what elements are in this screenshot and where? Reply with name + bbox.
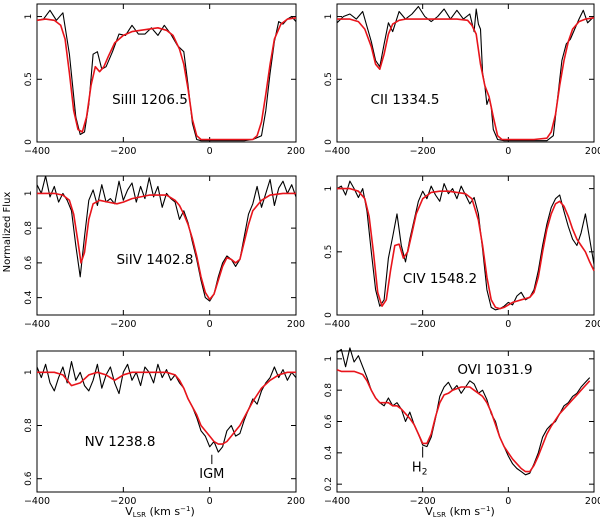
series-line-data [36,9,297,142]
x-tick-label: −200 [110,319,136,330]
plot-frame [36,3,297,143]
y-tick-label: 0.4 [24,290,34,305]
y-tick-label: 0.5 [324,245,334,259]
y-tick-label: 0.8 [324,383,334,398]
series-line-model [36,17,297,141]
x-axis-label-unit-end: ) [190,505,194,518]
y-tick-label: 0.5 [24,72,34,86]
plot-frame [336,3,595,143]
x-axis-label-unit-end: ) [490,505,494,518]
x-axis-label-main: V [425,505,433,518]
y-tick-label: 1 [324,186,334,192]
series-line-data [36,361,297,453]
panel-1: −400 −200 0 200 0 0.5 1 SiIII 1206.5 [24,3,305,157]
x-tick-label: −400 [324,146,350,157]
plot-frame [36,175,297,316]
x-tick-label: −200 [410,496,436,507]
series-line-data [336,180,595,311]
x-tick-label: −200 [410,319,436,330]
series-line-data [336,5,595,142]
series-line-model [337,17,595,141]
x-tick-label: 0 [505,319,511,330]
annotation-label-sub: 2 [422,468,428,478]
x-tick-label: −400 [24,146,50,157]
y-tick-label: 0.6 [24,471,34,486]
y-tick-label: 0.8 [24,418,34,433]
x-tick-label: 200 [585,146,600,157]
y-tick-label: 1 [24,14,34,20]
x-tick-label: 0 [505,496,511,507]
x-tick-label: 200 [585,319,600,330]
panel-title: CIV 1548.2 [403,271,477,287]
series-line-model [336,369,591,473]
y-tick-label: 0.4 [324,445,334,460]
y-tick-label: 0 [24,139,34,145]
y-axis-label: Normalized Flux [2,192,13,273]
y-tick-label: 0 [324,312,334,318]
panel-title: CII 1334.5 [371,92,440,108]
x-tick-label: −400 [324,319,350,330]
y-tick-label: 1 [324,14,334,20]
x-tick-label: 0 [505,146,511,157]
x-axis-label-sub: LSR [433,511,446,519]
y-tick-label: 1 [324,356,334,362]
x-axis-label-sub: LSR [133,511,146,519]
x-tick-label: −200 [410,146,436,157]
x-tick-label: 0 [207,319,213,330]
x-tick-label: 200 [287,496,305,507]
x-tick-label: 0 [207,496,213,507]
x-axis-label-right: VLSR (km s−1) [425,505,494,519]
panel-title: NV 1238.8 [85,434,156,450]
panel-title: OVI 1031.9 [457,362,532,378]
x-tick-label: 200 [287,319,305,330]
x-axis-label-main: V [125,505,133,518]
series-line-model [37,371,296,445]
panel-title: SiIV 1402.8 [116,252,193,268]
panel-3: −400 −200 0 200 0.4 0.6 0.8 1 SiIV 1402.8 [24,175,305,330]
annotation-label: IGM [199,467,224,482]
y-tick-label: 0 [324,139,334,145]
x-tick-label: −200 [110,146,136,157]
x-axis-label-unit: (km s [146,505,180,518]
plot-frame [336,175,595,316]
x-tick-label: −400 [24,319,50,330]
x-tick-label: −400 [324,496,350,507]
panel-5: −400 −200 0 200 0.6 0.8 1 NV 1238.8 IGM [24,350,305,507]
x-axis-label-unit-sup: −1 [180,505,190,513]
x-tick-label: −200 [110,496,136,507]
x-axis-label-left: VLSR (km s−1) [125,505,194,519]
x-axis-label-unit: (km s [446,505,480,518]
panel-2: −400 −200 0 200 0 0.5 1 CII 1334.5 [324,3,600,157]
plot-frame [36,350,297,493]
y-tick-label: 1 [24,191,34,197]
series-line-data [36,175,297,302]
y-tick-label: 0.6 [24,255,34,270]
panel-title: SiIII 1206.5 [112,92,188,108]
y-tick-label: 0.2 [324,477,334,491]
y-tick-label: 0.8 [24,221,34,236]
panel-6: −400 −200 0 200 0.2 0.4 0.6 0.8 1 OVI 1031.9 H2 [324,347,600,507]
y-tick-label: 1 [24,369,34,375]
series-line-model [37,192,296,301]
x-axis-label-unit-sup: −1 [480,505,490,513]
panel-4: −400 −200 0 200 0 0.5 1 CIV 1548.2 [324,175,600,330]
y-tick-label: 0.6 [324,414,334,429]
x-tick-label: 200 [585,496,600,507]
x-tick-label: 200 [287,146,305,157]
x-tick-label: 0 [207,146,213,157]
annotation-label: H2 [412,461,428,478]
series-line-model [337,187,595,310]
x-tick-label: −400 [24,496,50,507]
y-tick-label: 0.5 [324,72,334,86]
